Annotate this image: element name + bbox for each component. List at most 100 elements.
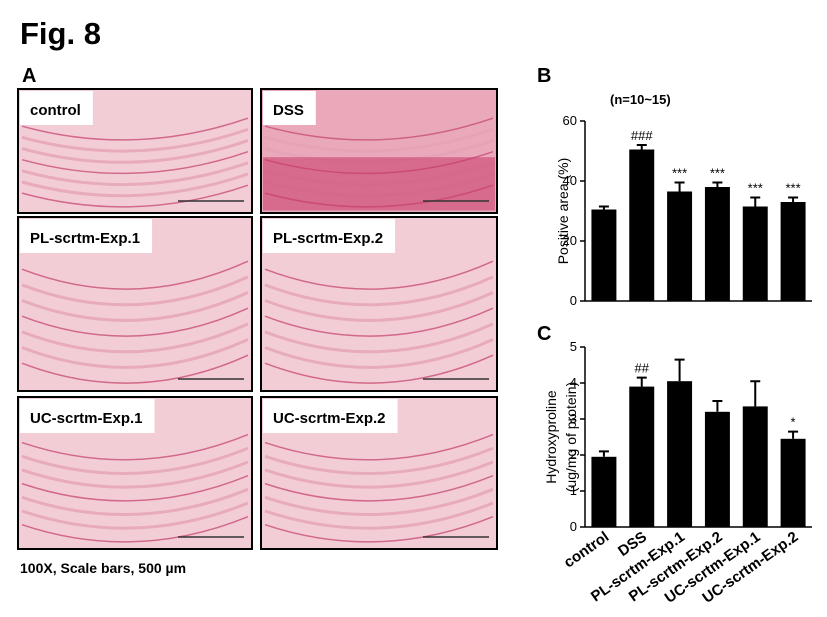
label-box <box>20 399 155 433</box>
label-box <box>20 91 93 125</box>
significance-label: *** <box>710 166 725 181</box>
tissue-texture <box>264 446 494 475</box>
y-axis-label: Positive area (%) <box>555 158 571 265</box>
tissue-texture <box>264 354 494 384</box>
tissue-texture <box>21 501 249 530</box>
error-bar <box>674 358 685 382</box>
bar <box>667 381 693 527</box>
tissue-texture <box>264 338 494 369</box>
subtitle: (n=10~15) <box>610 92 671 107</box>
significance-label: ### <box>631 128 653 143</box>
bar <box>591 209 617 301</box>
y-tick-label: 1 <box>570 483 577 498</box>
tissue-texture <box>264 275 494 307</box>
tissue-texture <box>264 515 494 543</box>
image-label: UC-scrtm-Exp.2 <box>273 410 386 427</box>
error-bar <box>712 181 723 187</box>
bar <box>704 411 730 527</box>
tissue-texture <box>21 260 249 290</box>
y-tick-label: 0 <box>570 519 577 534</box>
bar <box>629 149 655 301</box>
tissue-texture <box>21 474 249 502</box>
tissue-texture <box>21 487 249 516</box>
tissue-texture <box>21 307 249 337</box>
label-box <box>263 219 396 253</box>
y-tick-label: 0 <box>570 293 577 308</box>
tissue-texture <box>264 487 494 516</box>
tissue-texture <box>21 172 249 198</box>
tissue-texture <box>21 161 249 187</box>
tissue-texture <box>21 338 249 369</box>
x-tick-label: control <box>561 528 612 571</box>
tissue-texture <box>264 460 494 489</box>
tissue-texture <box>21 446 249 475</box>
error-bar <box>598 450 609 457</box>
tissue-texture <box>21 460 249 489</box>
bar <box>629 386 655 527</box>
y-tick-label: 2 <box>570 447 577 462</box>
y-axis-label: Hydroxyproline <box>543 390 559 484</box>
image-label: PL-scrtm-Exp.2 <box>273 230 383 247</box>
figure-title: Fig. 8 <box>20 16 101 51</box>
bar <box>667 191 693 301</box>
error-bar <box>636 376 647 387</box>
tissue-texture <box>21 354 249 384</box>
panel-label: A <box>22 65 36 87</box>
tissue-texture <box>21 515 249 543</box>
tissue-texture <box>264 307 494 337</box>
y-tick-label: 3 <box>570 411 577 426</box>
tissue-texture <box>21 150 249 175</box>
tissue-texture <box>21 117 249 141</box>
error-bar <box>674 181 685 192</box>
label-box <box>20 219 153 253</box>
tissue-texture <box>264 433 494 461</box>
bar <box>742 206 768 301</box>
tissue-texture <box>21 139 249 164</box>
tissue-texture <box>21 322 249 354</box>
error-bar <box>750 380 761 407</box>
tissue-texture <box>264 322 494 354</box>
tissue-texture <box>21 433 249 461</box>
tissue-texture <box>264 117 494 141</box>
significance-label: ## <box>635 361 650 376</box>
bar <box>780 202 806 301</box>
tissue-texture <box>264 127 494 153</box>
label-box <box>263 91 316 125</box>
y-tick-label: 4 <box>570 375 577 390</box>
error-bar <box>636 144 647 150</box>
tissue-texture <box>264 260 494 290</box>
caption: 100X, Scale bars, 500 µm <box>20 560 186 576</box>
y-tick-label: 40 <box>563 173 577 188</box>
error-bar <box>788 196 799 202</box>
tissue-texture <box>21 184 249 208</box>
tissue-texture <box>264 501 494 530</box>
image-label: DSS <box>273 102 304 119</box>
inflamed-region <box>263 157 495 211</box>
error-bar <box>788 430 799 439</box>
significance-label: *** <box>748 181 763 196</box>
label-box <box>263 399 398 433</box>
image-label: PL-scrtm-Exp.1 <box>30 230 140 247</box>
tissue-texture <box>264 291 494 322</box>
y-tick-label: 5 <box>570 339 577 354</box>
bar <box>704 187 730 301</box>
tissue-texture <box>21 291 249 322</box>
significance-label: *** <box>672 166 687 181</box>
image-label: UC-scrtm-Exp.1 <box>30 410 143 427</box>
significance-label: * <box>791 415 796 430</box>
tissue-texture <box>21 275 249 307</box>
y-tick-label: 20 <box>563 233 577 248</box>
error-bar <box>598 205 609 210</box>
bar <box>742 406 768 527</box>
panel-label: C <box>537 323 551 345</box>
bar <box>780 438 806 527</box>
bar <box>591 456 617 527</box>
tissue-texture <box>264 474 494 502</box>
error-bar <box>750 196 761 207</box>
significance-label: *** <box>785 181 800 196</box>
micrograph-grid: control DSS PL-scrtm-Exp.1 PL-scrtm-Exp.2 UC… <box>17 88 498 550</box>
y-tick-label: 60 <box>563 113 577 128</box>
error-bar <box>712 400 723 412</box>
image-label: control <box>30 102 81 119</box>
